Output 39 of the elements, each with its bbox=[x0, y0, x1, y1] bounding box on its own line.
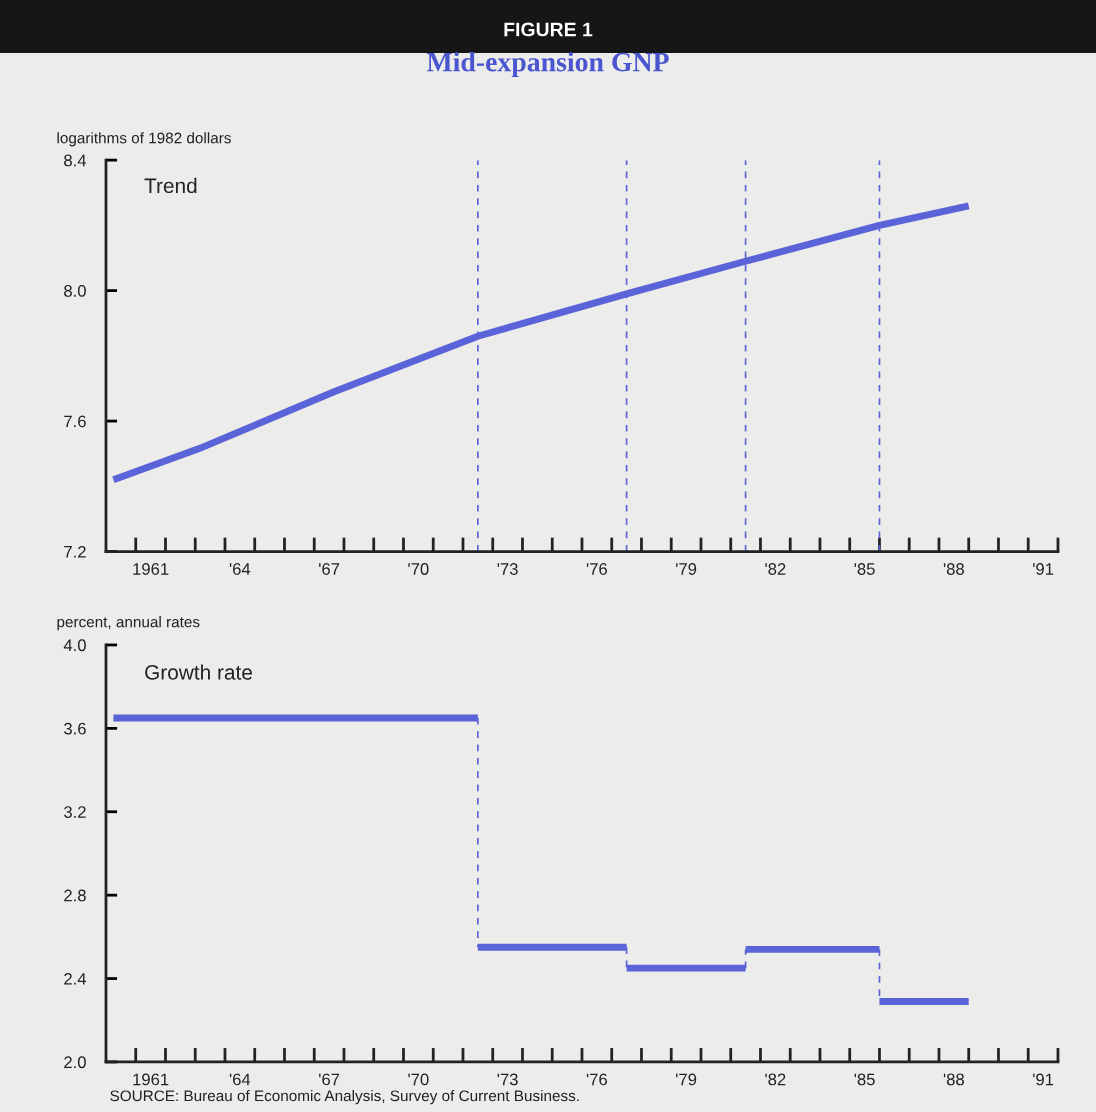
x-tick-label: '79 bbox=[676, 1073, 697, 1086]
x-tick-label: '67 bbox=[319, 1073, 340, 1086]
x-tick-label: 1961 bbox=[133, 1073, 169, 1086]
y-tick-label: 2.8 bbox=[64, 889, 86, 902]
y-tick-label: 4.0 bbox=[63, 639, 86, 652]
y-tick-label: 8.4 bbox=[64, 154, 87, 167]
x-tick-label: '88 bbox=[943, 563, 964, 575]
x-tick-label: 1961 bbox=[133, 563, 169, 575]
y-tick-label: 2.0 bbox=[64, 1056, 86, 1069]
source-note: SOURCE: Bureau of Economic Analysis, Survey of Current Business. bbox=[110, 1089, 579, 1105]
y-axis-title: logarithms of 1982 dollars bbox=[57, 132, 231, 147]
x-tick-label: '91 bbox=[1033, 563, 1054, 575]
y-tick-label: 8.0 bbox=[64, 285, 86, 297]
x-tick-label: '85 bbox=[854, 1073, 875, 1086]
text: Growth rate bbox=[145, 664, 252, 680]
x-tick-label: '70 bbox=[408, 1073, 429, 1086]
x-tick-label: '88 bbox=[943, 1073, 964, 1086]
x-tick-label: '91 bbox=[1033, 1073, 1054, 1086]
x-tick-label: '73 bbox=[497, 563, 518, 575]
y-tick-label: 3.2 bbox=[64, 806, 86, 818]
x-tick-label: '64 bbox=[229, 563, 251, 575]
x-tick-label: '82 bbox=[765, 563, 786, 575]
y-tick-label: 2.4 bbox=[64, 972, 87, 985]
x-tick-label: '76 bbox=[586, 1073, 607, 1086]
x-tick-label: '64 bbox=[229, 1073, 251, 1086]
x-tick-label: '73 bbox=[497, 1073, 518, 1086]
x-tick-label: '76 bbox=[586, 563, 607, 575]
x-tick-label: '82 bbox=[765, 1073, 786, 1086]
y-tick-label: 7.6 bbox=[64, 415, 86, 428]
y-tick-label: 7.2 bbox=[64, 545, 86, 558]
x-tick-label: '67 bbox=[319, 563, 340, 575]
x-tick-label: '85 bbox=[854, 563, 875, 575]
x-tick-label: '70 bbox=[408, 563, 429, 575]
text: Trend bbox=[144, 177, 197, 194]
chart-title: Mid-expansion GNP bbox=[426, 51, 669, 78]
caption: FIGURE 1 bbox=[504, 22, 593, 37]
y-axis-title: percent, annual rates bbox=[57, 616, 200, 631]
y-tick-label: 3.6 bbox=[64, 722, 86, 735]
x-tick-label: '79 bbox=[676, 563, 697, 575]
